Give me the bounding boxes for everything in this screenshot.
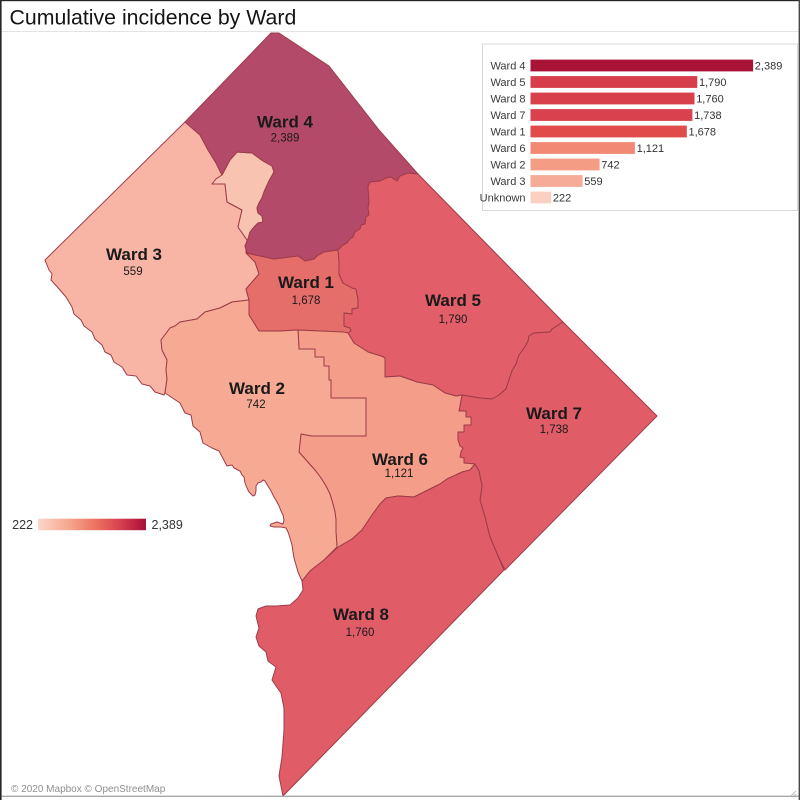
svg-text:Ward 2: Ward 2 xyxy=(229,379,285,398)
svg-text:Ward 1: Ward 1 xyxy=(490,126,525,138)
svg-text:1,790: 1,790 xyxy=(439,314,468,326)
svg-text:Ward 8: Ward 8 xyxy=(490,93,525,105)
svg-text:1,678: 1,678 xyxy=(292,295,321,307)
svg-text:1,738: 1,738 xyxy=(540,424,569,436)
svg-text:Unknown: Unknown xyxy=(480,192,526,204)
svg-text:Ward 7: Ward 7 xyxy=(490,110,525,122)
svg-text:© 2020 Mapbox © OpenStreetMap: © 2020 Mapbox © OpenStreetMap xyxy=(11,784,166,795)
svg-text:559: 559 xyxy=(123,266,142,278)
svg-text:Ward 4: Ward 4 xyxy=(490,60,525,72)
svg-text:Ward 3: Ward 3 xyxy=(490,176,525,188)
svg-text:2,389: 2,389 xyxy=(271,133,300,145)
svg-text:Ward 2: Ward 2 xyxy=(490,159,525,171)
svg-text:Ward 5: Ward 5 xyxy=(490,77,525,89)
svg-text:1,790: 1,790 xyxy=(699,77,727,89)
svg-text:1,678: 1,678 xyxy=(689,126,717,138)
svg-text:Ward 8: Ward 8 xyxy=(333,605,389,624)
svg-text:Ward 7: Ward 7 xyxy=(526,404,582,423)
svg-text:Ward 5: Ward 5 xyxy=(425,291,481,310)
svg-text:Ward 4: Ward 4 xyxy=(257,113,314,132)
svg-text:1,121: 1,121 xyxy=(637,143,665,155)
svg-text:1,760: 1,760 xyxy=(346,627,375,639)
svg-text:222: 222 xyxy=(553,192,571,204)
svg-text:2,389: 2,389 xyxy=(152,518,183,532)
svg-text:742: 742 xyxy=(601,159,619,171)
svg-text:Ward 6: Ward 6 xyxy=(490,143,525,155)
svg-text:Ward 6: Ward 6 xyxy=(372,450,428,469)
svg-text:742: 742 xyxy=(246,399,265,411)
svg-text:Ward 1: Ward 1 xyxy=(278,273,334,292)
svg-text:2,389: 2,389 xyxy=(755,60,783,72)
svg-text:1,760: 1,760 xyxy=(696,93,724,105)
svg-text:1,738: 1,738 xyxy=(694,110,722,122)
svg-text:Cumulative incidence by Ward: Cumulative incidence by Ward xyxy=(10,6,297,30)
svg-text:Ward 3: Ward 3 xyxy=(106,245,162,264)
svg-text:222: 222 xyxy=(12,518,33,532)
svg-text:1,121: 1,121 xyxy=(385,468,414,480)
svg-text:559: 559 xyxy=(584,176,602,188)
